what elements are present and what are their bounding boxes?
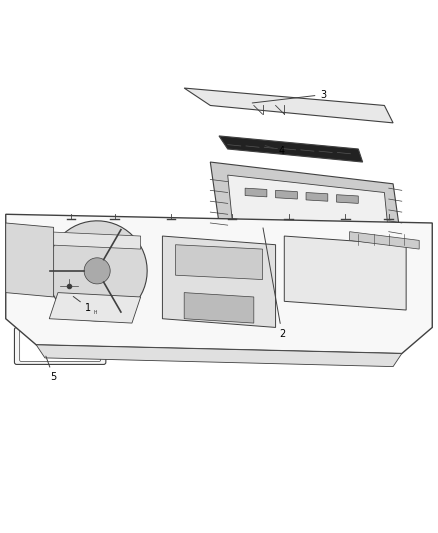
- Polygon shape: [47, 221, 147, 321]
- Text: 2: 2: [263, 228, 285, 339]
- FancyBboxPatch shape: [20, 330, 101, 361]
- Polygon shape: [336, 195, 358, 204]
- Polygon shape: [36, 345, 402, 367]
- Polygon shape: [45, 232, 141, 249]
- Polygon shape: [49, 282, 88, 303]
- Polygon shape: [84, 258, 110, 284]
- Polygon shape: [276, 190, 297, 199]
- Polygon shape: [176, 245, 262, 279]
- Polygon shape: [162, 236, 276, 327]
- Text: 5: 5: [46, 356, 57, 383]
- Text: 4: 4: [265, 146, 285, 156]
- Polygon shape: [184, 88, 393, 123]
- Polygon shape: [306, 192, 328, 201]
- FancyBboxPatch shape: [14, 327, 106, 365]
- Polygon shape: [350, 232, 419, 249]
- Polygon shape: [184, 293, 254, 323]
- Polygon shape: [210, 162, 402, 245]
- Polygon shape: [245, 188, 267, 197]
- Polygon shape: [219, 136, 363, 162]
- Text: 3: 3: [252, 90, 326, 103]
- Polygon shape: [6, 223, 53, 297]
- Polygon shape: [228, 175, 389, 236]
- Polygon shape: [284, 236, 406, 310]
- Text: 1: 1: [73, 296, 92, 313]
- Polygon shape: [6, 214, 432, 353]
- Polygon shape: [49, 293, 141, 323]
- Text: H: H: [93, 310, 97, 314]
